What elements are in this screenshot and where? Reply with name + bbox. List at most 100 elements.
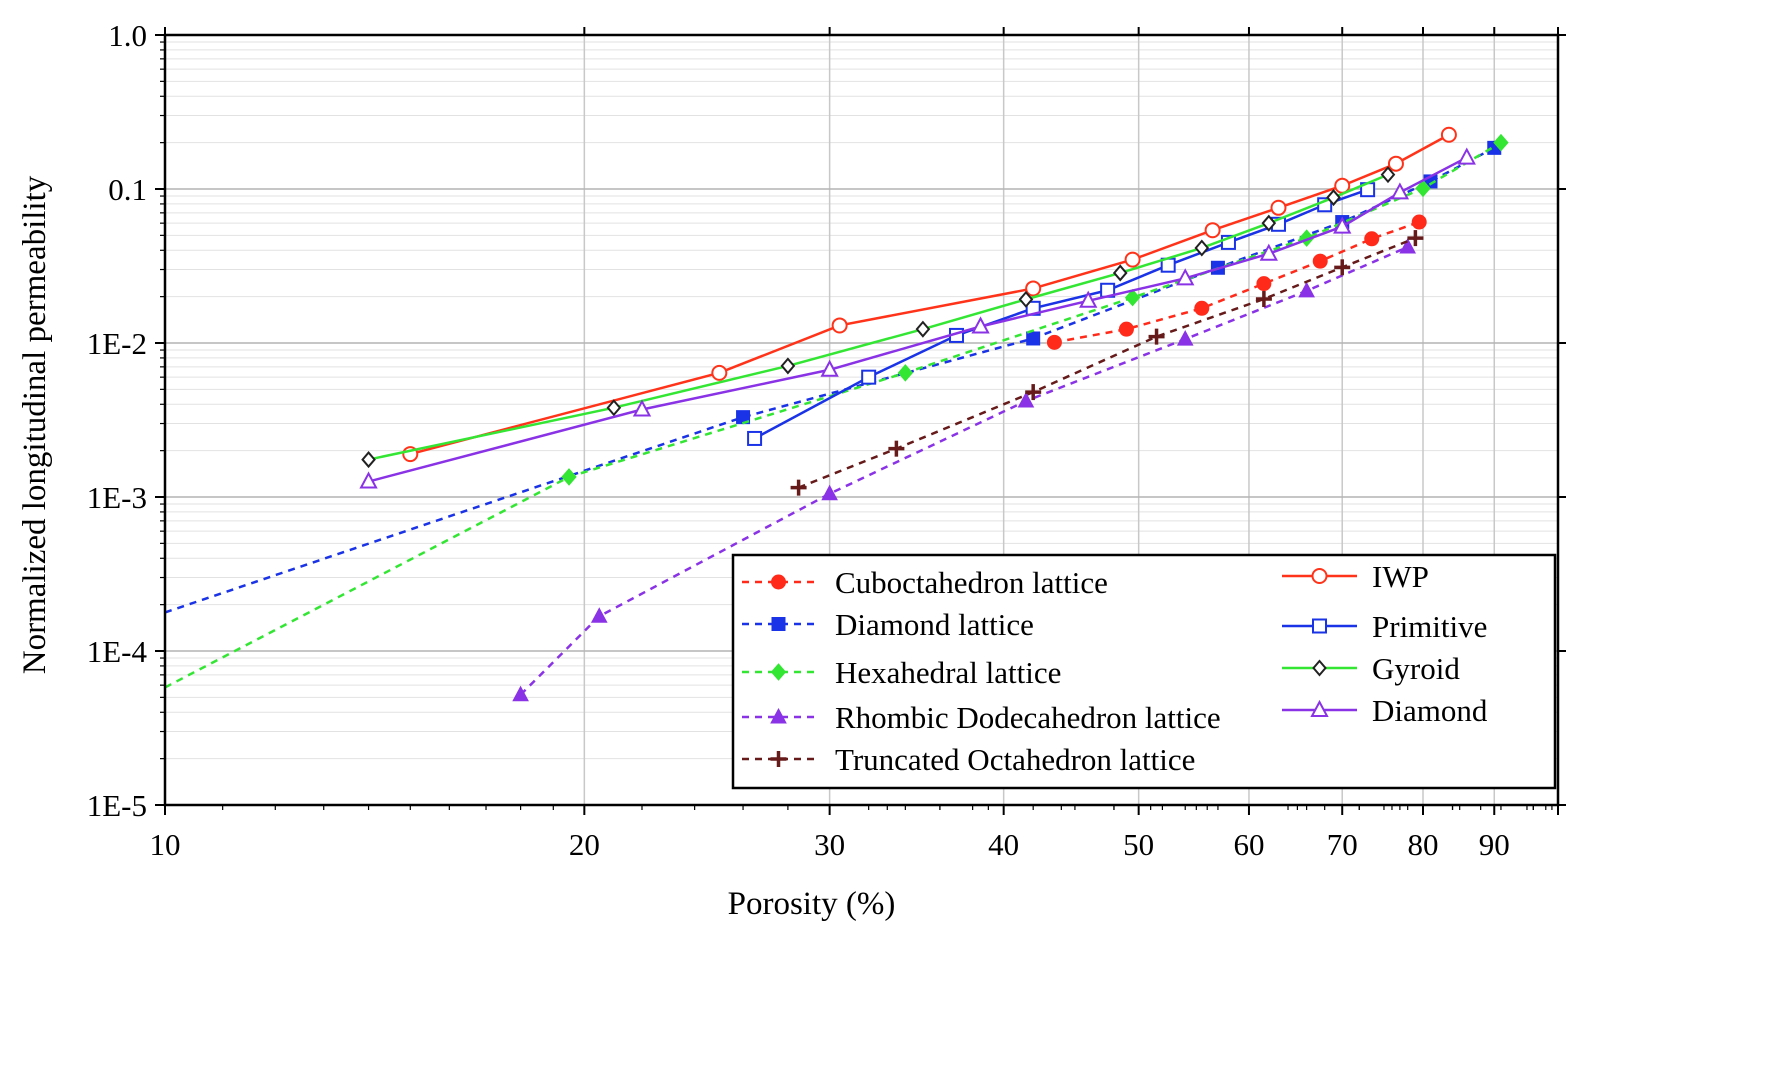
data-point-truncated-octahedron-lattice xyxy=(1407,230,1424,247)
series-rhombic-dodecahedron-lattice xyxy=(512,237,1417,702)
legend-item-truncated-octahedron-lattice: Truncated Octahedron lattice xyxy=(742,742,1195,777)
data-point-primitive xyxy=(747,430,763,446)
data-point-hexahedral-lattice xyxy=(1493,133,1509,152)
data-point-diamond xyxy=(1176,268,1195,286)
data-point-truncated-octahedron-lattice xyxy=(790,479,807,496)
data-point-gyroid xyxy=(1112,264,1128,282)
data-point-gyroid xyxy=(606,399,622,417)
series-line-gyroid xyxy=(368,173,1389,461)
legend-swatch-marker xyxy=(771,574,786,590)
legend-swatch-marker xyxy=(770,663,787,681)
data-point-cuboctahedron-lattice xyxy=(1256,276,1272,292)
data-point-rhombic-dodecahedron-lattice xyxy=(590,607,608,623)
data-point-hexahedral-lattice xyxy=(1415,179,1431,198)
data-point-gyroid xyxy=(1326,189,1341,207)
x-tick-label: 40 xyxy=(988,827,1019,862)
data-point-iwp xyxy=(1124,251,1141,268)
x-tick-label: 60 xyxy=(1233,827,1264,862)
x-tick-label: 70 xyxy=(1327,827,1358,862)
legend-label: Primitive xyxy=(1372,609,1487,644)
data-point-diamond xyxy=(971,316,990,334)
data-point-iwp xyxy=(1204,222,1221,239)
legend-label: Gyroid xyxy=(1372,651,1460,686)
series-hexahedral-lattice xyxy=(164,133,1509,689)
data-point-iwp xyxy=(711,364,728,381)
data-point-hexahedral-lattice xyxy=(561,468,577,486)
data-point-primitive xyxy=(861,369,877,385)
legend-item-gyroid: Gyroid xyxy=(1282,651,1460,686)
series-line-iwp xyxy=(409,133,1450,456)
data-point-diamond-lattice xyxy=(1026,331,1041,346)
data-point-diamond xyxy=(1457,147,1476,165)
data-point-hexahedral-lattice xyxy=(1124,288,1141,307)
legend-label: Hexahedral lattice xyxy=(835,655,1061,690)
data-point-iwp xyxy=(1387,155,1404,172)
legend-item-primitive: Primitive xyxy=(1282,609,1487,644)
legend-swatch-marker xyxy=(1312,659,1327,677)
series-truncated-octahedron-lattice xyxy=(790,230,1424,496)
y-axis-title: Normalized longitudinal permeability xyxy=(17,175,53,674)
data-point-cuboctahedron-lattice xyxy=(1194,300,1210,316)
y-tick-label: 1E-2 xyxy=(87,326,147,361)
data-point-diamond xyxy=(1079,290,1098,308)
data-point-rhombic-dodecahedron-lattice xyxy=(821,484,838,501)
plot-frame xyxy=(163,33,1560,807)
legend-label: Diamond xyxy=(1372,693,1488,728)
x-tick-label: 80 xyxy=(1408,827,1439,862)
series-line-diamond xyxy=(368,156,1468,483)
x-tick-label: 50 xyxy=(1123,827,1154,862)
data-point-diamond xyxy=(1259,243,1278,261)
data-point-truncated-octahedron-lattice xyxy=(1255,291,1272,308)
x-tick-label: 30 xyxy=(814,827,845,862)
legend-label: Cuboctahedron lattice xyxy=(835,565,1108,600)
legend-item-iwp: IWP xyxy=(1282,559,1429,594)
y-tick-label: 1E-4 xyxy=(87,634,148,669)
series-primitive xyxy=(747,182,1376,446)
data-point-gyroid xyxy=(361,451,376,469)
x-tick-label: 20 xyxy=(569,827,600,862)
data-point-truncated-octahedron-lattice xyxy=(1025,384,1042,401)
legend-label: Diamond lattice xyxy=(835,607,1034,642)
data-point-diamond xyxy=(1390,182,1410,200)
series-line-primitive xyxy=(753,188,1369,440)
data-point-gyroid xyxy=(1380,166,1396,184)
data-point-cuboctahedron-lattice xyxy=(1312,253,1328,269)
data-point-cuboctahedron-lattice xyxy=(1411,214,1427,230)
data-point-rhombic-dodecahedron-lattice xyxy=(512,685,529,702)
y-tick-labels: 1.0 0.1 1E-2 1E-3 1E-4 1E-5 xyxy=(87,18,148,823)
data-point-rhombic-dodecahedron-lattice xyxy=(1176,330,1194,346)
legend-item-diamond-lattice: Diamond lattice xyxy=(742,607,1034,642)
data-point-gyroid xyxy=(1018,290,1034,308)
legend-swatch-marker xyxy=(770,751,787,767)
data-point-truncated-octahedron-lattice xyxy=(1148,328,1165,345)
legend-label: Rhombic Dodecahedron lattice xyxy=(835,700,1221,735)
legend-swatch-marker xyxy=(1311,568,1328,584)
data-point-truncated-octahedron-lattice xyxy=(888,440,905,457)
data-point-diamond xyxy=(1333,216,1352,234)
data-point-cuboctahedron-lattice xyxy=(1364,231,1380,247)
data-point-gyroid xyxy=(915,320,931,338)
legend-swatch-marker xyxy=(1312,618,1327,634)
data-point-cuboctahedron-lattice xyxy=(1046,334,1062,350)
legend-label: Truncated Octahedron lattice xyxy=(835,742,1195,777)
x-tick-label: 10 xyxy=(150,827,181,862)
series-cuboctahedron-lattice xyxy=(1046,214,1427,350)
series-gyroid xyxy=(361,166,1396,469)
y-tick-label: 0.1 xyxy=(108,172,147,207)
x-tick-labels: 10 20 30 40 50 60 70 80 90 xyxy=(150,827,1510,862)
data-point-rhombic-dodecahedron-lattice xyxy=(1298,281,1315,298)
x-tick-label: 90 xyxy=(1479,827,1510,862)
y-tick-label: 1E-5 xyxy=(87,788,147,823)
data-point-cuboctahedron-lattice xyxy=(1118,321,1134,337)
data-point-rhombic-dodecahedron-lattice xyxy=(1399,237,1417,254)
legend-item-cuboctahedron-lattice: Cuboctahedron lattice xyxy=(742,565,1108,600)
legend: Cuboctahedron lattice Diamond lattice Hexa… xyxy=(731,553,1557,790)
data-point-iwp xyxy=(1440,126,1457,143)
series-iwp xyxy=(402,126,1457,463)
data-point-iwp xyxy=(1025,280,1042,297)
data-point-iwp xyxy=(831,317,848,334)
y-tick-label: 1.0 xyxy=(108,18,147,53)
data-point-diamond xyxy=(632,399,652,417)
legend-item-diamond: Diamond xyxy=(1282,693,1488,728)
y-tick-label: 1E-3 xyxy=(87,480,147,515)
